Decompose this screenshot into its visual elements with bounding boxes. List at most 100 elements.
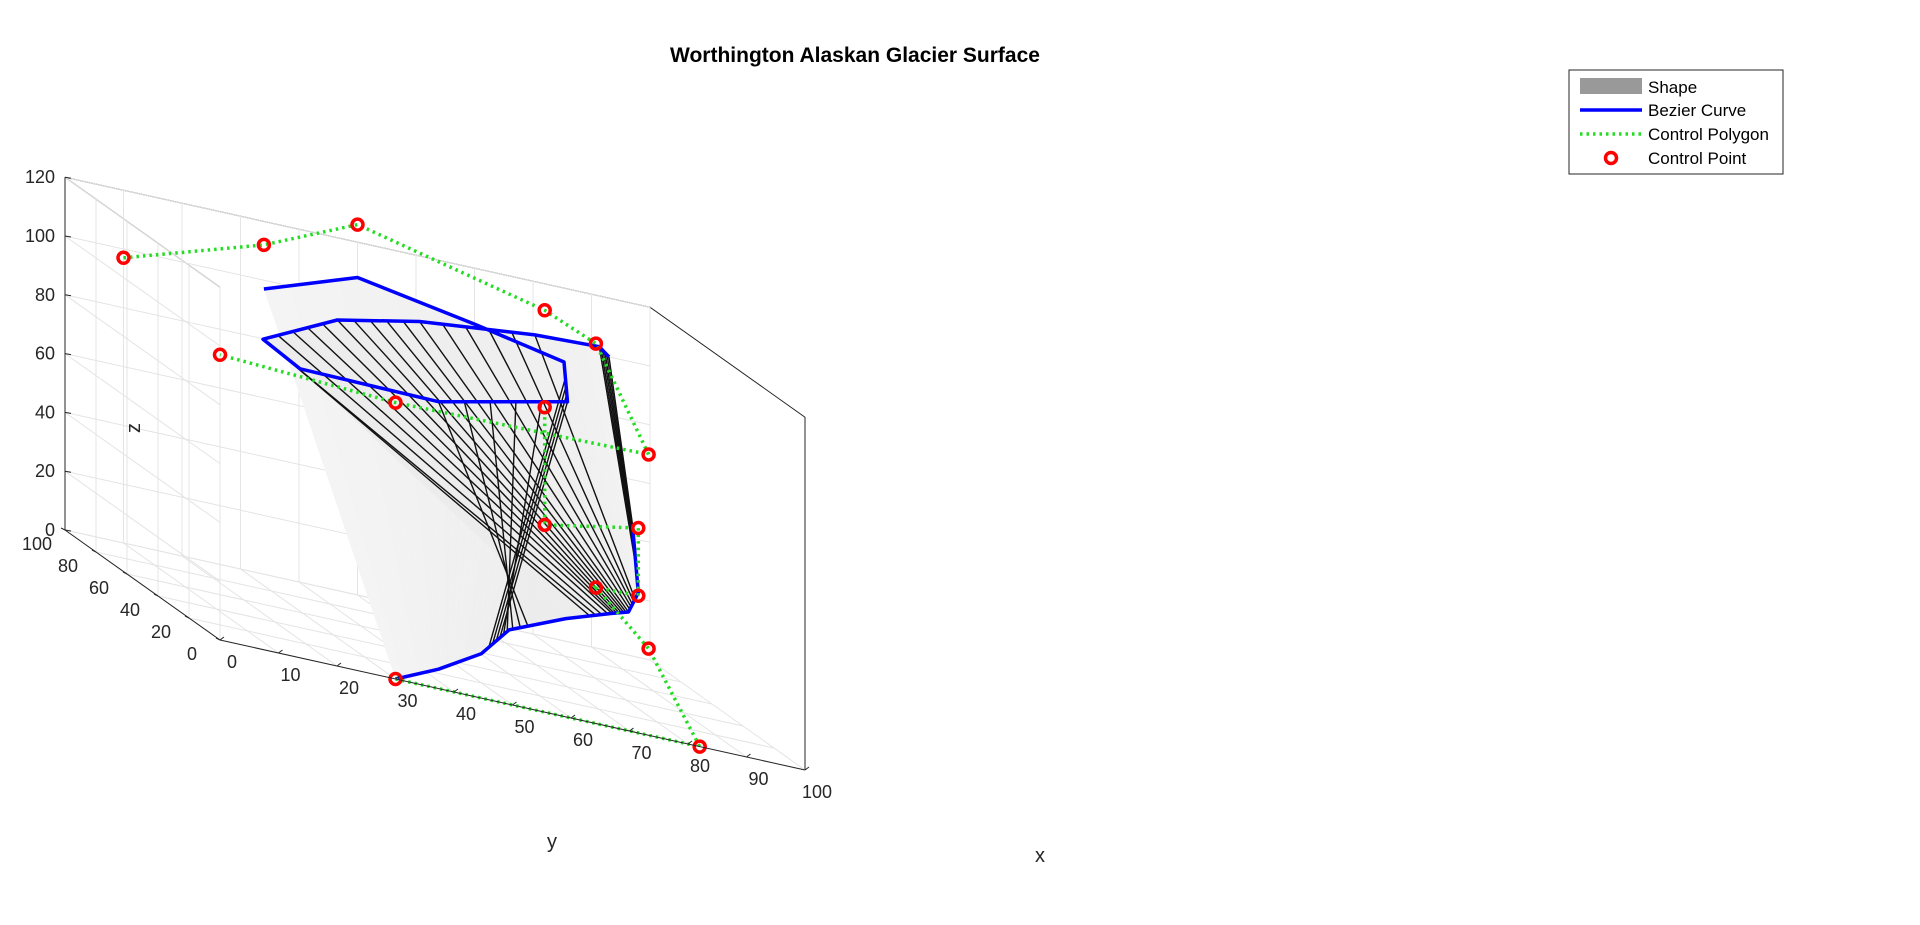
surface-edge-line	[277, 334, 603, 616]
x-tick-label: 30	[397, 691, 417, 711]
control-point	[116, 250, 131, 266]
legend-label-control-point: Control Point	[1648, 149, 1747, 168]
surface-facet	[392, 390, 541, 625]
x-tick-mark	[336, 662, 342, 667]
y-tick-label: 0	[187, 644, 197, 664]
z-tick-mark	[64, 294, 72, 297]
x-tick-mark	[512, 701, 517, 706]
x-tick-mark	[453, 688, 459, 693]
legend-swatch-control-point	[1603, 150, 1619, 166]
x-tick-label: 100	[802, 782, 832, 802]
control-point	[388, 395, 403, 410]
y-tick-mark	[122, 571, 128, 575]
control-polygons	[123, 222, 703, 750]
surface-edge-line	[353, 319, 620, 614]
y-tick-label: 80	[58, 556, 78, 576]
surface-edge-line	[491, 385, 567, 645]
surface-facet	[355, 382, 551, 623]
control-point	[212, 347, 228, 363]
legend-swatch-shape	[1580, 78, 1642, 94]
z-tick-mark	[64, 411, 72, 414]
tick-labels: 0102030405060708090100020406080100020406…	[22, 167, 832, 802]
x-tick-label: 20	[339, 678, 359, 698]
control-point	[631, 588, 646, 603]
x-tick-mark	[570, 714, 576, 719]
surface-facet	[427, 322, 630, 612]
surface-edge-line	[321, 323, 615, 614]
control-point	[537, 303, 552, 318]
surface-edge-line	[608, 356, 634, 524]
y-axis-label: y	[547, 831, 557, 853]
x-tick-mark	[395, 675, 400, 680]
surface-facet	[300, 368, 566, 620]
control-point	[350, 217, 365, 232]
surface-facet	[410, 395, 536, 626]
surface-facet	[290, 360, 574, 619]
x-tick-mark	[278, 649, 283, 654]
surface-facet	[265, 337, 598, 616]
control-point	[537, 400, 552, 415]
surface-facet	[447, 401, 526, 628]
z-tick-label: 0	[45, 520, 55, 540]
y-tick-mark	[91, 549, 97, 553]
surface-facet	[275, 349, 586, 617]
surface-edge-line	[464, 326, 632, 608]
chart-title: Worthington Alaskan Glacier Surface	[670, 44, 1040, 67]
x-tick-label: 40	[456, 704, 476, 724]
surface-edge-line	[437, 401, 529, 627]
surface-facet	[295, 364, 570, 619]
control-point	[388, 671, 403, 687]
surface-facet	[263, 287, 400, 679]
x-tick-mark	[804, 766, 810, 771]
z-tick-mark	[64, 529, 72, 532]
bezier-top-curve	[261, 275, 611, 404]
surface-facet	[594, 346, 637, 573]
legend: Shape Bezier Curve Control Polygon Contr…	[1568, 69, 1784, 175]
surface-facet	[318, 373, 561, 621]
surface-facet	[307, 325, 614, 614]
control-point	[537, 517, 552, 533]
z-tick-mark	[64, 176, 72, 179]
surface-facet	[373, 386, 546, 624]
surface-edge-line	[598, 346, 638, 570]
surface-facet	[392, 321, 627, 613]
surface-edge-line	[369, 320, 622, 614]
z-tick-label: 20	[35, 461, 55, 481]
surface-facet	[276, 285, 404, 679]
control-point	[631, 520, 646, 536]
x-tick-label: 90	[748, 769, 768, 789]
control-point	[256, 237, 272, 253]
x-tick-label: 80	[690, 756, 710, 776]
control-point	[692, 739, 707, 754]
y-tick-label: 40	[120, 600, 140, 620]
grid-line-x	[649, 307, 806, 771]
surface-edge-line	[602, 350, 636, 552]
z-tick-label: 100	[25, 226, 55, 246]
legend-label-control-polygon: Control Polygon	[1648, 125, 1769, 144]
axes-box-right-side	[649, 306, 806, 770]
legend-label-bezier-curve: Bezier Curve	[1648, 101, 1746, 120]
surface-facet	[359, 320, 622, 613]
surface-facet	[336, 377, 556, 622]
y-tick-label: 60	[89, 578, 109, 598]
surface-edge-line	[262, 338, 597, 616]
z-tick-label: 60	[35, 344, 55, 364]
surface-facet	[577, 342, 638, 586]
grid-line-x	[123, 190, 279, 654]
y-tick-mark	[60, 527, 66, 531]
control-point	[641, 447, 656, 462]
surface-facet	[473, 327, 633, 606]
z-tick-mark	[64, 470, 72, 473]
z-tick-label: 40	[35, 402, 55, 422]
y-tick-mark	[215, 637, 221, 641]
z-tick-mark	[64, 235, 72, 238]
surface-edge-line	[386, 320, 625, 613]
surface-edge-line	[402, 320, 627, 613]
surface-facet	[560, 339, 639, 594]
y-tick-label: 100	[22, 534, 52, 554]
control-point	[641, 641, 656, 656]
surface-edge-line	[600, 348, 637, 561]
x-tick-label: 70	[631, 743, 651, 763]
y-tick-mark	[184, 615, 190, 619]
